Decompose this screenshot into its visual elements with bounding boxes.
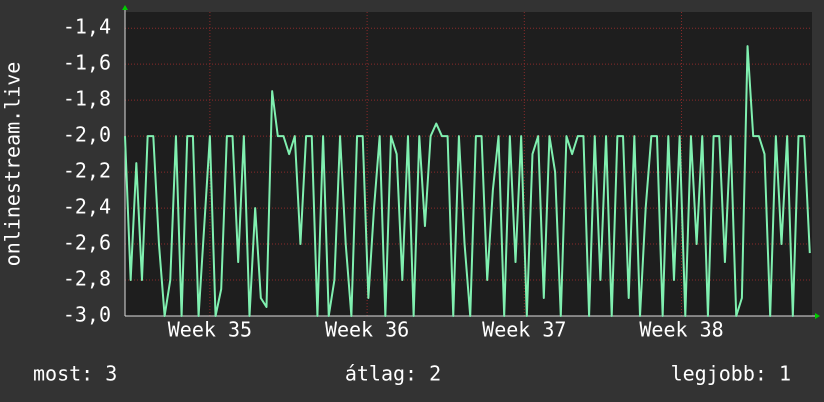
x-tick-label: Week 37 <box>482 318 566 342</box>
y-tick-label: -3,0 <box>63 303 111 327</box>
y-tick-label: -2,0 <box>63 123 111 147</box>
y-tick-label: -2,4 <box>63 195 111 219</box>
y-tick-label: -2,6 <box>63 231 111 255</box>
y-tick-label: -1,4 <box>63 15 111 39</box>
data-line <box>124 45 811 317</box>
x-tick-label: Week 38 <box>639 318 723 342</box>
axis-arrow <box>815 313 820 319</box>
y-tick-label: -2,8 <box>63 267 111 291</box>
y-tick-label: -1,6 <box>63 51 111 75</box>
y-axis-label: onlinestream.live <box>1 62 25 267</box>
plot-area <box>125 12 812 316</box>
x-tick-label: Week 35 <box>168 318 252 342</box>
y-tick-label: -1,8 <box>63 87 111 111</box>
footer-stat: átlag: 2 <box>345 362 441 386</box>
y-tick-label: -2,2 <box>63 159 111 183</box>
axis-arrow <box>122 5 128 10</box>
footer-stat: legjobb: 1 <box>671 362 791 386</box>
x-tick-label: Week 36 <box>325 318 409 342</box>
footer-stat: most: 3 <box>33 362 117 386</box>
